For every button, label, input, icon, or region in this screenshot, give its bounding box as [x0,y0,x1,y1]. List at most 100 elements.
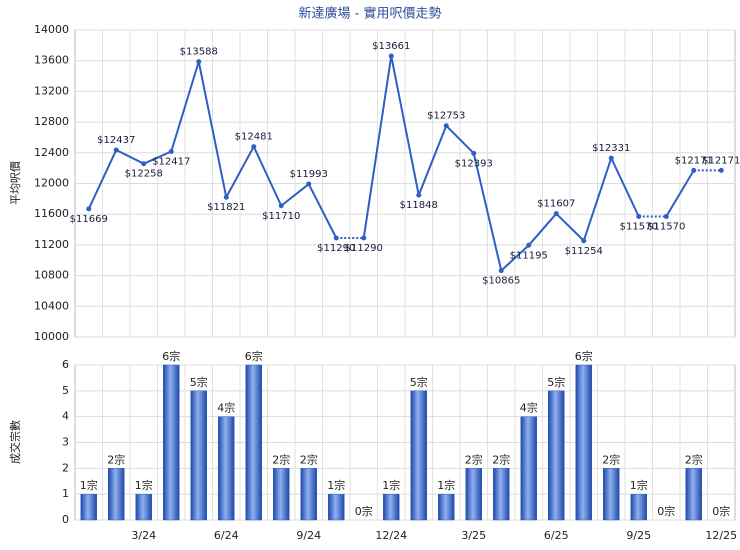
line-segment [582,157,613,242]
value-label: 2宗 [465,452,483,466]
value-label: $12481 [235,132,273,143]
point [388,53,394,59]
point [196,59,202,65]
point [553,211,559,217]
value-label: 0宗 [657,504,675,518]
value-label: $11290 [345,243,383,254]
line-segment [197,61,228,198]
value-label: $12437 [97,135,135,146]
point [113,147,119,153]
y-tick-label: 14000 [34,23,69,36]
bar [630,493,647,521]
value-label: 0宗 [355,504,373,518]
value-label: $11848 [400,200,438,211]
value-label: $12393 [455,158,493,169]
value-label: 4宗 [217,401,235,415]
point [306,181,312,187]
value-label: 2宗 [602,452,620,466]
line-segment [252,146,283,207]
y-tick-label: 4 [62,410,69,423]
point [141,161,147,167]
y-axis-label: 平均呎價 [8,161,22,205]
y-tick-label: 11600 [34,207,69,220]
value-label: 1宗 [382,478,400,492]
x-tick-label: 6/24 [214,529,239,542]
value-label: 1宗 [135,478,153,492]
point [361,235,367,241]
value-label: $12258 [125,169,163,180]
line-segment [115,149,145,165]
line-segment [610,157,640,217]
point [636,214,642,220]
value-label: 6宗 [245,349,263,363]
point [471,150,477,156]
y-axis-label: 成交宗數 [8,420,22,464]
value-label: 5宗 [190,375,208,389]
line-segment [170,61,200,152]
y-tick-label: 6 [62,358,69,371]
point [333,235,339,241]
value-label: 2宗 [272,452,290,466]
bar [575,364,592,521]
bar [273,468,290,521]
value-label: 0宗 [712,504,730,518]
value-label: $11254 [565,246,603,257]
value-label: $13661 [372,41,410,52]
bar [410,390,427,521]
line-segment [87,149,118,210]
x-tick-label: 3/24 [131,529,156,542]
value-label: $11290 [317,243,355,254]
value-label: 5宗 [547,375,565,389]
chart-title: 新達廣場 - 實用呎價走勢 [299,6,442,22]
line-segment [472,153,503,271]
point [498,268,504,274]
point [526,242,532,248]
bar [135,493,152,521]
bar [493,468,510,521]
y-tick-label: 12000 [34,177,69,190]
y-tick-label: 12400 [34,146,69,159]
y-tick-label: 1 [62,487,69,500]
y-tick-label: 11200 [34,238,69,251]
point [416,192,422,198]
point [581,238,587,244]
value-label: $11669 [70,214,108,225]
bar [465,468,482,521]
x-tick-label: 3/25 [461,529,486,542]
bar [163,364,180,521]
value-label: 1宗 [80,478,98,492]
line-segment [362,55,393,239]
y-tick-label: 10400 [34,299,69,312]
value-label: $12417 [152,156,190,167]
y-tick-label: 3 [62,436,69,449]
bar [685,468,702,521]
bar [300,468,317,521]
bar [245,364,262,521]
point [168,148,174,154]
value-label: $10865 [482,276,520,287]
point [691,167,697,173]
value-label: 1宗 [437,478,455,492]
line-segment [445,125,475,155]
bar [80,493,97,521]
line-segment [225,146,255,198]
y-tick-label: 0 [62,513,69,526]
bar [603,468,620,521]
bar [520,416,537,521]
x-tick-label: 12/25 [705,529,737,542]
value-label: 1宗 [327,478,345,492]
bar [328,493,345,521]
value-label: $13588 [180,47,218,58]
point [608,155,614,161]
value-label: 2宗 [300,452,318,466]
value-label: $11607 [537,199,575,210]
line-segment [307,183,338,239]
value-label: $11993 [290,169,328,180]
bar [548,390,565,521]
bar [190,390,207,521]
value-label: $12171 [702,155,740,166]
y-tick-label: 13200 [34,84,69,97]
value-label: $11821 [207,202,245,213]
line-segment [280,183,310,207]
